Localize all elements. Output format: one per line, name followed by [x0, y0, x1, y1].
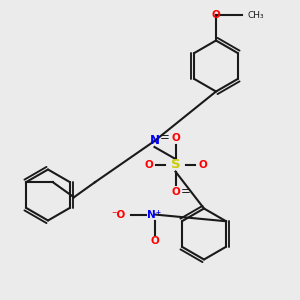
Text: O: O [198, 160, 207, 170]
Text: O: O [212, 10, 220, 20]
Text: CH₃: CH₃ [248, 11, 264, 20]
Text: N: N [149, 134, 160, 148]
Text: S: S [171, 158, 180, 172]
Text: O: O [150, 236, 159, 247]
Text: O: O [171, 133, 180, 143]
Text: =: = [181, 185, 191, 199]
Text: N⁺: N⁺ [147, 209, 162, 220]
Text: O: O [171, 187, 180, 197]
Text: O: O [144, 160, 153, 170]
Text: ⁻O: ⁻O [111, 209, 126, 220]
Text: =: = [160, 131, 170, 145]
